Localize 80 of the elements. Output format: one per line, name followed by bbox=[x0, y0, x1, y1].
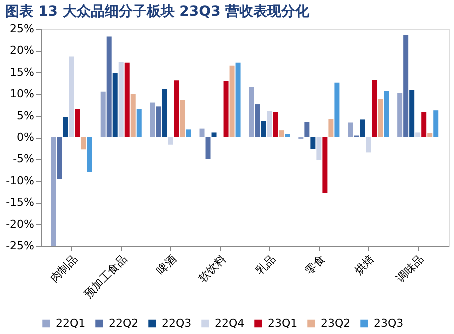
bar bbox=[249, 87, 254, 138]
bar bbox=[316, 138, 322, 160]
y-tick-label: 25% bbox=[10, 22, 34, 36]
bar bbox=[404, 35, 409, 138]
legend-label: 23Q3 bbox=[374, 316, 404, 330]
bar bbox=[206, 138, 211, 160]
bar bbox=[334, 82, 340, 138]
bar bbox=[63, 117, 68, 138]
x-tick-label: 软饮料 bbox=[196, 252, 229, 286]
legend-label: 22Q4 bbox=[215, 316, 245, 330]
bar bbox=[75, 109, 80, 138]
bar bbox=[398, 93, 403, 138]
bar bbox=[384, 91, 390, 138]
bar bbox=[267, 111, 272, 138]
bar bbox=[273, 112, 278, 138]
bar bbox=[230, 66, 235, 138]
bar bbox=[174, 80, 180, 138]
bar bbox=[322, 138, 328, 194]
legend-label: 22Q3 bbox=[162, 316, 192, 330]
y-tick-label: -5% bbox=[13, 152, 34, 166]
bar bbox=[366, 138, 372, 153]
bar bbox=[180, 100, 186, 138]
x-tick-label: 啤酒 bbox=[154, 252, 180, 278]
bar bbox=[106, 36, 112, 138]
y-tick-label: -10% bbox=[6, 174, 34, 188]
bar bbox=[69, 56, 74, 138]
bar bbox=[136, 109, 142, 138]
bar bbox=[156, 106, 162, 138]
bar bbox=[348, 122, 354, 138]
bar bbox=[57, 138, 62, 180]
bar bbox=[378, 99, 384, 138]
bar bbox=[51, 138, 56, 246]
bar bbox=[150, 102, 156, 138]
bar bbox=[310, 138, 316, 150]
legend-label: 22Q1 bbox=[56, 316, 86, 330]
x-tick-label: 肉制品 bbox=[48, 252, 80, 286]
bar bbox=[328, 119, 334, 138]
bar bbox=[236, 62, 241, 138]
bar bbox=[87, 138, 92, 172]
y-tick-label: -15% bbox=[6, 196, 34, 210]
bar bbox=[410, 90, 415, 138]
y-tick-label: 15% bbox=[10, 66, 34, 79]
y-tick-label: 20% bbox=[10, 44, 34, 58]
legend-label: 23Q2 bbox=[321, 316, 351, 330]
bar bbox=[279, 130, 284, 138]
y-tick-label: -25% bbox=[6, 240, 34, 252]
bar bbox=[428, 133, 433, 138]
bar bbox=[360, 120, 366, 138]
bar bbox=[100, 92, 106, 138]
bar bbox=[224, 82, 229, 138]
x-tick-label: 零食 bbox=[302, 252, 328, 278]
legend-label: 23Q1 bbox=[268, 316, 298, 330]
bar bbox=[200, 128, 205, 138]
x-tick-label: 乳品 bbox=[253, 252, 278, 278]
bar bbox=[422, 112, 427, 138]
y-tick-label: 0% bbox=[17, 131, 34, 144]
y-tick-label: 5% bbox=[17, 109, 34, 122]
bar bbox=[168, 138, 174, 145]
bar bbox=[416, 132, 421, 138]
bar bbox=[434, 110, 439, 138]
bar bbox=[261, 121, 266, 138]
x-tick-label: 烘焙 bbox=[352, 252, 378, 278]
x-tick-label: 调味品 bbox=[394, 252, 427, 286]
bar bbox=[212, 132, 217, 138]
bar bbox=[372, 80, 378, 138]
bar bbox=[285, 134, 290, 138]
bar bbox=[81, 138, 86, 150]
y-tick-label: -20% bbox=[6, 218, 34, 231]
chart-title: 图表 13 大众品细分子板块 23Q3 营收表现分化 bbox=[6, 4, 311, 20]
bar bbox=[118, 62, 124, 138]
bar bbox=[162, 89, 168, 138]
y-tick-label: 10% bbox=[10, 88, 34, 101]
bar bbox=[124, 62, 130, 138]
bar bbox=[130, 94, 136, 138]
bar bbox=[304, 122, 310, 138]
bar bbox=[255, 104, 260, 138]
bar bbox=[112, 73, 118, 138]
legend-label: 22Q2 bbox=[109, 316, 139, 330]
x-tick-label: 预加工食品 bbox=[82, 252, 130, 301]
bar bbox=[186, 130, 192, 138]
